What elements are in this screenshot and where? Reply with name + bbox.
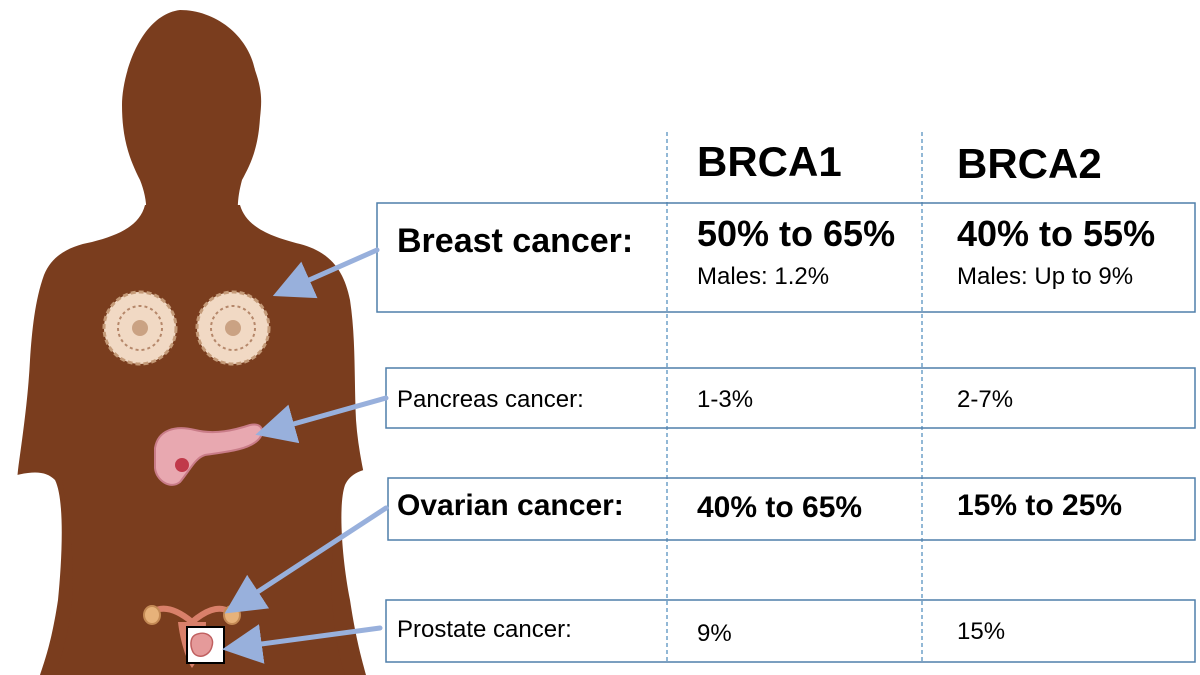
waist-cutout-left — [0, 472, 62, 675]
value-ovarian-brca2: 15% to 25% — [957, 489, 1123, 522]
arrow-pancreas — [255, 395, 389, 444]
head-shape — [122, 10, 262, 225]
arrow-prostate — [222, 624, 383, 664]
note-breast-brca2: Males: Up to 9% — [957, 263, 1134, 290]
row-box-prostate — [385, 599, 1196, 663]
label-pancreas-cancer: Pancreas cancer: — [397, 386, 584, 413]
arrow-ovarian — [224, 505, 389, 614]
value-breast-brca1: 50% to 65% — [697, 213, 896, 254]
column-header-brca2: BRCA2 — [957, 140, 1102, 187]
value-prostate-brca2: 15% — [957, 618, 1006, 645]
arrow-breast — [272, 247, 380, 299]
label-ovarian-cancer: Ovarian cancer: — [397, 489, 624, 522]
value-pancreas-brca2: 2-7% — [957, 386, 1014, 413]
label-prostate-cancer: Prostate cancer: — [397, 616, 572, 643]
column-header-brca1: BRCA1 — [697, 138, 842, 185]
breast-tissue — [102, 290, 271, 366]
note-breast-brca1: Males: 1.2% — [697, 263, 830, 290]
row-box-breast — [376, 202, 1196, 313]
value-prostate-brca1: 9% — [697, 620, 732, 647]
value-pancreas-brca1: 1-3% — [697, 386, 754, 413]
label-breast-cancer: Breast cancer: — [397, 222, 634, 260]
prostate-inset — [186, 626, 225, 664]
hips-shape — [55, 480, 345, 675]
value-ovarian-brca1: 40% to 65% — [697, 491, 863, 524]
value-breast-brca2: 40% to 55% — [957, 213, 1156, 254]
